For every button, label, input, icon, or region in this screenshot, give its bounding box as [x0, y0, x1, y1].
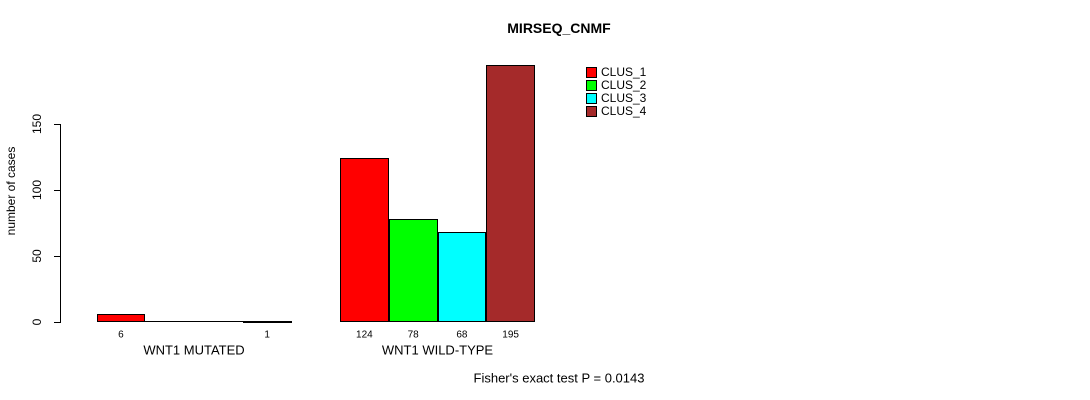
bar-value-label: 124: [356, 329, 373, 341]
legend-swatch-icon: [586, 80, 597, 91]
group-label: WNT1 MUTATED: [143, 342, 245, 358]
chart-title: MIRSEQ_CNMF: [507, 20, 611, 36]
y-tick-label: 50: [30, 249, 44, 263]
bar-clus_1: [340, 158, 389, 322]
y-tick: [54, 256, 60, 257]
y-tick: [54, 322, 60, 323]
bar-clus_3: [194, 321, 243, 322]
y-tick-label: 100: [30, 179, 44, 201]
legend-label: CLUS_3: [601, 91, 647, 105]
legend-item: CLUS_4: [586, 105, 646, 118]
footer-note: Fisher's exact test P = 0.0143: [473, 370, 645, 386]
bar-clus_2: [388, 219, 438, 322]
y-axis-label: number of cases: [4, 146, 18, 236]
bar-value-label: 6: [118, 329, 124, 341]
y-tick-label: 0: [30, 318, 44, 326]
group-label: WNT1 WILD-TYPE: [381, 342, 494, 358]
bar-clus_3: [437, 232, 487, 322]
legend-item: CLUS_1: [586, 66, 646, 79]
legend-swatch-icon: [586, 93, 597, 104]
y-tick: [54, 124, 60, 125]
y-tick: [54, 190, 60, 191]
legend-swatch-icon: [586, 106, 597, 117]
y-axis-line: [60, 124, 61, 323]
bar-clus_4: [486, 65, 535, 322]
bar-value-label: 195: [502, 329, 519, 341]
y-tick-label: 150: [30, 113, 44, 135]
bar-value-label: 1: [264, 329, 270, 341]
legend-item: CLUS_2: [586, 79, 646, 92]
legend-label: CLUS_1: [601, 65, 647, 79]
bar-value-label: 78: [407, 329, 419, 341]
bar-clus_4: [242, 321, 292, 323]
legend-label: CLUS_4: [601, 104, 647, 118]
bar-value-label: 68: [456, 329, 468, 341]
legend: CLUS_1 CLUS_2 CLUS_3 CLUS_4: [586, 66, 646, 118]
legend-swatch-icon: [586, 67, 597, 78]
legend-item: CLUS_3: [586, 92, 646, 105]
bar-clus_1: [96, 314, 146, 322]
legend-label: CLUS_2: [601, 78, 647, 92]
bar-clus_2: [145, 321, 194, 322]
